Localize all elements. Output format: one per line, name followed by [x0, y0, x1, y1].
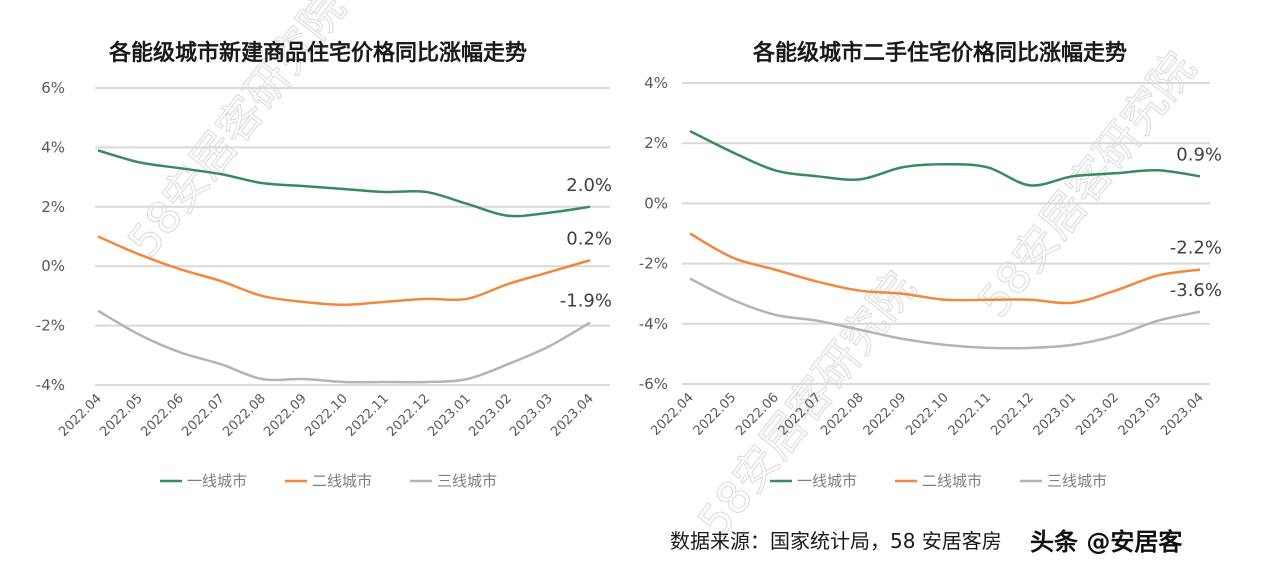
y-tick-label: 0% [644, 194, 668, 212]
x-tick-label: 2022.12 [384, 391, 433, 440]
y-tick-label: -2% [639, 255, 668, 273]
series-line-1 [97, 149, 591, 218]
x-tick-label: 2023.04 [1158, 390, 1207, 439]
x-tick-label: 2023.04 [548, 391, 597, 440]
x-tick-label: 2022.04 [56, 391, 105, 440]
data-label-end: 0.2% [566, 228, 612, 249]
x-tick-label: 2023.02 [466, 391, 515, 440]
x-tick-label: 2022.08 [220, 391, 269, 440]
data-label-end: -2.2% [1170, 238, 1222, 259]
x-tick-label: 2023.01 [1031, 390, 1080, 439]
chart-title: 各能级城市新建商品住宅价格同比涨幅走势 [108, 40, 527, 66]
series-line-2 [97, 235, 591, 307]
data-label-end: -3.6% [1170, 280, 1222, 301]
y-tick-label: 4% [644, 74, 668, 92]
legend-label: 三线城市 [1047, 472, 1107, 490]
x-tick-label: 2022.10 [903, 390, 952, 439]
x-tick-label: 2022.09 [861, 390, 910, 439]
data-label-end: 0.9% [1176, 144, 1222, 165]
x-tick-label: 2023.01 [425, 391, 474, 440]
x-tick-label: 2023.03 [1116, 390, 1165, 439]
x-tick-label: 2022.05 [691, 390, 740, 439]
chart-new-homes: 各能级城市新建商品住宅价格同比涨幅走势 6% 4% 2% 0% -2% -4%2022.04… [36, 40, 612, 490]
series-line-1 [689, 130, 1201, 187]
x-tick-label: 2023.03 [507, 391, 556, 440]
series-line-3 [689, 277, 1201, 350]
y-tick-label: 2% [41, 198, 65, 216]
source-note: 数据来源：国家统计局，58 安居客房 [670, 529, 1002, 553]
y-tick-label: 4% [41, 138, 65, 156]
x-tick-label: 2023.02 [1073, 390, 1122, 439]
y-tick-label: -2% [36, 317, 65, 335]
x-tick-label: 2022.07 [179, 391, 228, 440]
legend-label: 三线城市 [437, 472, 497, 490]
x-tick-label: 2022.11 [343, 391, 392, 440]
y-tick-label: 2% [644, 134, 668, 152]
x-tick-label: 2022.09 [261, 391, 310, 440]
y-tick-label: -4% [639, 315, 668, 333]
data-label-end: 2.0% [566, 175, 612, 196]
legend-label: 二线城市 [312, 472, 372, 490]
y-tick-label: 0% [41, 257, 65, 275]
x-tick-label: 2022.05 [97, 391, 146, 440]
x-tick-label: 2022.11 [946, 390, 995, 439]
x-tick-label: 2022.04 [648, 390, 697, 439]
legend-label: 二线城市 [922, 472, 982, 490]
legend-label: 一线城市 [797, 472, 857, 490]
series-line-2 [689, 232, 1201, 305]
y-tick-label: -4% [36, 376, 65, 394]
toutiao-watermark: 头条 @安居客 [1030, 528, 1183, 556]
x-tick-label: 2022.12 [988, 390, 1037, 439]
y-tick-label: 6% [41, 79, 65, 97]
data-label-end: -1.9% [560, 291, 612, 312]
legend-label: 一线城市 [187, 472, 247, 490]
series-line-3 [97, 309, 591, 384]
x-tick-label: 2022.10 [302, 391, 351, 440]
x-tick-label: 2022.06 [138, 391, 187, 440]
chart-title: 各能级城市二手住宅价格同比涨幅走势 [752, 40, 1127, 66]
y-tick-label: -6% [639, 375, 668, 393]
